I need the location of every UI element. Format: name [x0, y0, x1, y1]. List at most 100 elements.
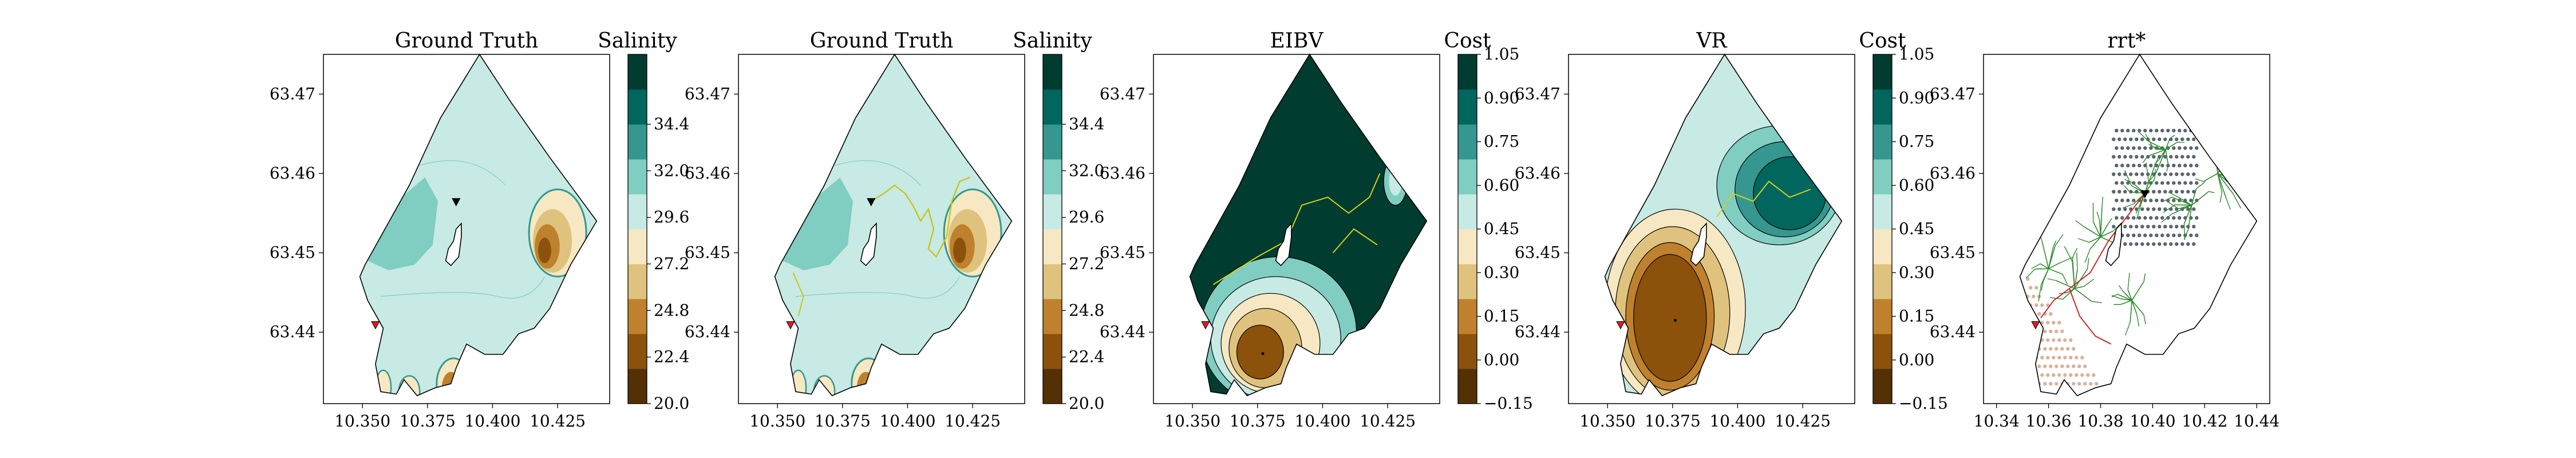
sample-point — [2166, 233, 2170, 238]
sample-point — [2055, 329, 2059, 333]
tree-branch — [2208, 191, 2215, 194]
colorbar-tick-label: 0.15 — [1484, 307, 1519, 326]
colorbar-segment — [1043, 159, 1062, 195]
sample-point — [2115, 181, 2119, 185]
tree-branch — [2119, 285, 2124, 292]
colorbar-segment — [1873, 299, 1892, 334]
sample-point — [2046, 373, 2050, 377]
sample-point — [2040, 373, 2044, 377]
sample-point — [2043, 329, 2047, 333]
sample-point — [2026, 329, 2030, 333]
colorbar-segment — [1873, 159, 1892, 195]
sample-point — [2192, 242, 2196, 246]
sample-point — [2055, 364, 2059, 368]
sample-point — [2055, 382, 2059, 386]
colorbar-tick-label: 32.0 — [1069, 161, 1104, 180]
tree-branch — [2111, 294, 2118, 298]
y-tick-label: 63.45 — [685, 243, 730, 262]
sample-point — [2183, 163, 2187, 168]
island — [445, 222, 462, 266]
colorbar-segment — [1873, 54, 1892, 90]
sample-point — [2175, 137, 2179, 141]
tree-branch — [2084, 248, 2091, 263]
sample-point — [2140, 137, 2144, 141]
x-tick-label: 10.350 — [1579, 412, 1635, 431]
colorbar: −0.15 0.00 0.15 0.30 0.45 0.60 0.75 0.90 1.05Cos… — [1859, 29, 1947, 413]
cost-contour-band — [1236, 325, 1284, 380]
sample-point — [2140, 207, 2144, 211]
start-marker — [2031, 321, 2040, 330]
sample-point — [2066, 364, 2070, 368]
sample-point — [2123, 224, 2127, 228]
colorbar-segment — [1043, 299, 1062, 334]
tree-branch — [2131, 281, 2144, 301]
sample-point — [2169, 224, 2173, 228]
sample-point — [2032, 347, 2036, 351]
sample-point — [2138, 163, 2142, 168]
tree-branch — [2166, 163, 2169, 172]
colorbar-tick-label: 1.05 — [1899, 45, 1934, 64]
sample-point — [2149, 233, 2153, 238]
sample-point — [2115, 163, 2119, 168]
sample-point — [2123, 207, 2127, 211]
tree-branch — [2152, 146, 2166, 151]
x-tick-label: 10.36 — [2026, 412, 2072, 431]
sample-point — [2178, 181, 2182, 185]
colorbar-segment — [1458, 159, 1477, 195]
agent-trajectory — [792, 272, 804, 317]
field-layer — [2020, 54, 2257, 396]
y-tick-label: 63.47 — [1515, 84, 1560, 103]
sample-point — [2069, 356, 2073, 360]
sample-point — [2172, 146, 2176, 150]
sample-point — [2115, 146, 2119, 150]
x-tick-label: 10.400 — [1709, 412, 1765, 431]
y-tick-label: 63.46 — [1930, 164, 1976, 183]
tree-branch — [2138, 131, 2150, 142]
tree-branch — [2196, 181, 2206, 189]
sample-point — [2080, 373, 2084, 377]
x-tick-label: 10.425 — [530, 412, 586, 431]
cost-contour-band — [1753, 156, 1827, 231]
sample-point — [2186, 155, 2190, 159]
tree-branch — [2031, 263, 2041, 269]
sample-point — [2158, 137, 2162, 141]
sample-point — [2155, 233, 2159, 238]
tree-branch — [2136, 206, 2141, 220]
panel-title: EIBV — [1270, 29, 1324, 53]
field-background — [1190, 54, 1427, 396]
sample-point — [2126, 146, 2130, 150]
tree-branch — [2048, 268, 2063, 275]
sample-point — [2178, 146, 2182, 150]
sample-point — [2192, 137, 2196, 141]
sample-point — [2135, 224, 2139, 228]
tree-branch — [2088, 236, 2101, 243]
y-tick-label: 63.45 — [270, 243, 315, 262]
sample-point — [2186, 189, 2190, 194]
x-tick-label: 10.350 — [749, 412, 805, 431]
tree-branch — [2146, 162, 2150, 182]
sample-point — [2140, 224, 2144, 228]
sample-point — [2140, 242, 2144, 246]
start-marker — [1616, 321, 1625, 330]
sample-point — [2049, 312, 2053, 316]
sample-point — [2126, 233, 2130, 238]
lake-boundary — [1604, 53, 1843, 397]
tree-branch — [2191, 191, 2209, 206]
freshwater-plume — [856, 372, 875, 396]
axes-frame — [738, 54, 1025, 404]
sample-point — [2132, 146, 2136, 150]
agent-marker — [452, 198, 461, 207]
sample-point — [2192, 172, 2196, 176]
tree-branch — [2155, 149, 2166, 175]
colorbar-segment — [1043, 369, 1062, 404]
sample-point — [2183, 181, 2187, 185]
tree-branch — [2142, 156, 2148, 163]
sample-point — [2075, 373, 2079, 377]
candidate-path — [1285, 173, 1381, 242]
sample-point — [2057, 338, 2061, 342]
tree-branch — [2100, 224, 2108, 238]
axes-frame — [1983, 54, 2270, 404]
sample-point — [2112, 189, 2116, 194]
panel-title: Ground Truth — [395, 29, 539, 53]
sample-point — [2029, 373, 2033, 377]
